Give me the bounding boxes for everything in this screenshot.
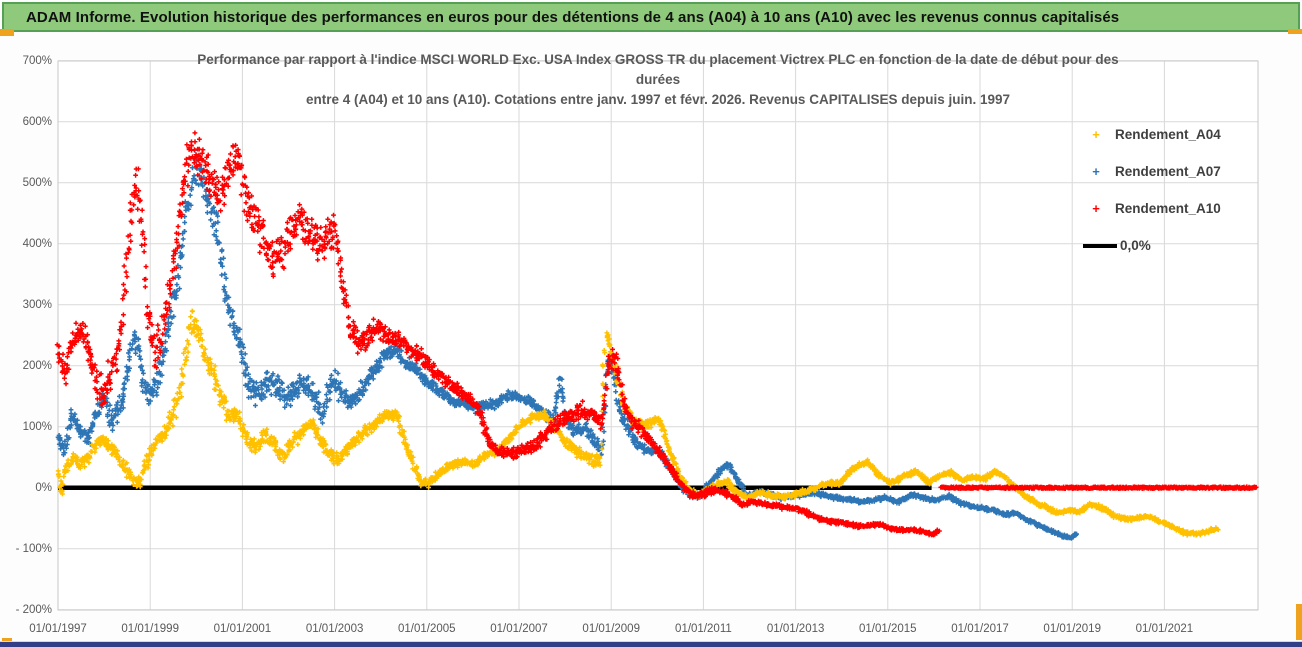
legend-item-a07[interactable]: + Rendement_A07 <box>1083 153 1273 190</box>
selection-handle-bottom-right <box>1296 604 1302 640</box>
x-axis-label: 01/01/2003 <box>305 623 364 635</box>
plus-marker-icon: + <box>1092 201 1100 216</box>
legend-label: 0,0% <box>1120 238 1151 253</box>
legend-label: Rendement_A10 <box>1115 201 1221 216</box>
x-axis-label: 01/01/2011 <box>675 623 732 635</box>
x-axis-label: 01/01/2009 <box>582 623 640 635</box>
page-title: ADAM Informe. Evolution historique des p… <box>26 8 1120 26</box>
line-swatch-icon <box>1083 243 1117 248</box>
legend-item-zero[interactable]: 0,0% <box>1083 227 1273 264</box>
y-axis-label: 400% <box>22 237 52 250</box>
legend-item-a04[interactable]: + Rendement_A04 <box>1083 116 1273 153</box>
y-axis-label: 600% <box>22 115 52 128</box>
y-axis-label: - 200% <box>15 603 52 616</box>
selection-handle-top-right <box>1288 29 1302 34</box>
x-axis-label: 01/01/1999 <box>121 623 179 635</box>
x-axis-label: 01/01/2007 <box>490 623 548 635</box>
selection-handle-top-left <box>0 29 14 36</box>
legend-label: Rendement_A04 <box>1115 127 1221 142</box>
y-axis-label: 500% <box>22 176 52 189</box>
window-edge <box>0 642 1302 647</box>
bottom-separator <box>0 641 1302 642</box>
legend-item-a10[interactable]: + Rendement_A10 <box>1083 190 1273 227</box>
y-axis-label: 700% <box>22 54 52 67</box>
legend-label: Rendement_A07 <box>1115 164 1221 179</box>
plus-marker-icon: + <box>1092 127 1100 142</box>
y-axis-label: 300% <box>22 298 52 311</box>
x-axis-label: 01/01/2015 <box>859 623 917 635</box>
x-axis-label: 01/01/2021 <box>1135 623 1194 635</box>
x-axis-label: 01/01/2001 <box>213 623 272 635</box>
x-axis-label: 01/01/2019 <box>1043 623 1101 635</box>
plus-marker-icon: + <box>1092 164 1100 179</box>
y-axis-label: 200% <box>22 359 52 372</box>
x-axis-label: 01/01/2017 <box>951 623 1009 635</box>
header-banner: ADAM Informe. Evolution historique des p… <box>2 2 1300 32</box>
x-axis-label: 01/01/1997 <box>29 623 87 635</box>
y-axis-label: - 100% <box>15 542 52 555</box>
x-axis-label: 01/01/2005 <box>398 623 456 635</box>
legend: + Rendement_A04 + Rendement_A07 + Rendem… <box>1083 116 1273 264</box>
x-axis-label: 01/01/2013 <box>766 623 825 635</box>
y-axis-label: 100% <box>22 420 52 433</box>
y-axis-label: 0% <box>35 481 52 494</box>
